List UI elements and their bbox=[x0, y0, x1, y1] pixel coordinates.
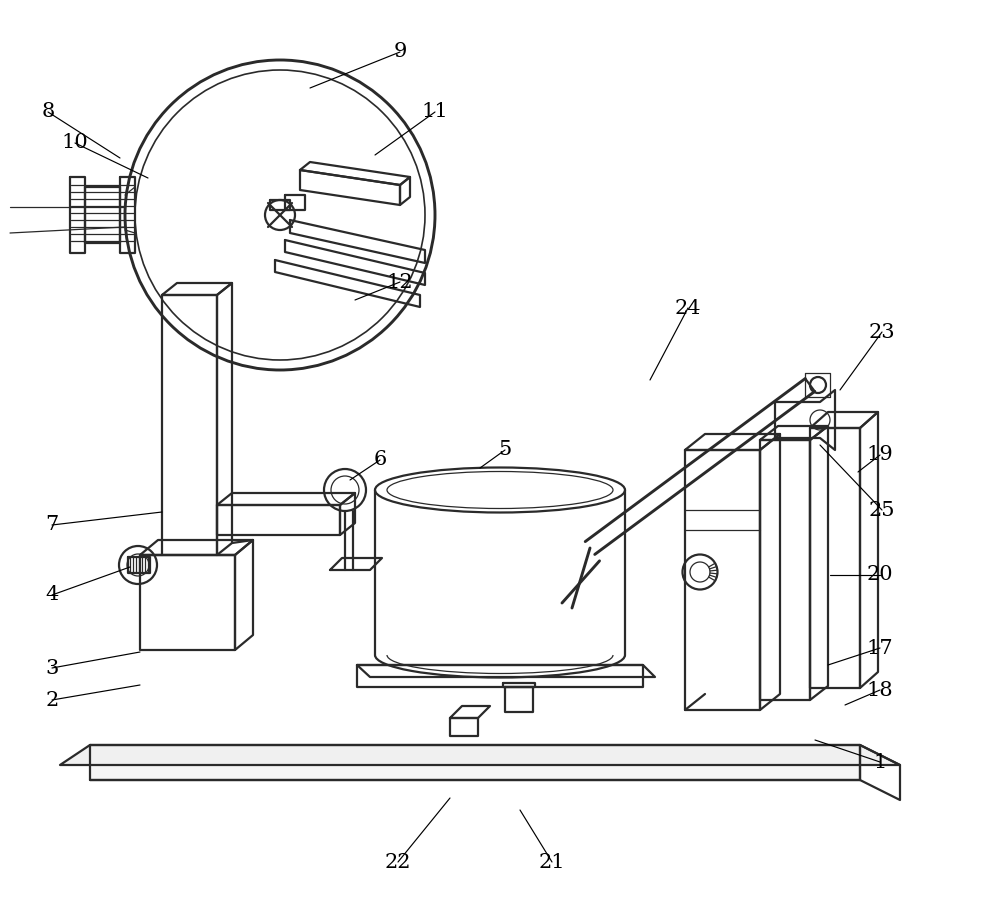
Polygon shape bbox=[60, 745, 900, 765]
Polygon shape bbox=[90, 745, 860, 780]
Text: 24: 24 bbox=[675, 299, 701, 317]
Text: 25: 25 bbox=[869, 501, 895, 519]
Text: 11: 11 bbox=[422, 102, 448, 122]
Text: 22: 22 bbox=[385, 853, 411, 871]
Text: 4: 4 bbox=[45, 585, 59, 605]
Text: 21: 21 bbox=[539, 853, 565, 871]
Text: 1: 1 bbox=[873, 752, 887, 772]
Text: 2: 2 bbox=[45, 691, 59, 710]
Text: 3: 3 bbox=[45, 658, 59, 678]
Text: 19: 19 bbox=[867, 445, 893, 465]
Text: 5: 5 bbox=[498, 441, 512, 459]
Text: 8: 8 bbox=[41, 102, 55, 122]
Text: 9: 9 bbox=[393, 42, 407, 62]
Text: 20: 20 bbox=[867, 565, 893, 585]
Text: 12: 12 bbox=[387, 273, 413, 291]
Text: 7: 7 bbox=[45, 515, 59, 535]
Text: 17: 17 bbox=[867, 639, 893, 657]
Text: 6: 6 bbox=[373, 451, 387, 469]
Text: 18: 18 bbox=[867, 680, 893, 700]
Text: 10: 10 bbox=[62, 134, 88, 152]
Text: 23: 23 bbox=[869, 323, 895, 341]
